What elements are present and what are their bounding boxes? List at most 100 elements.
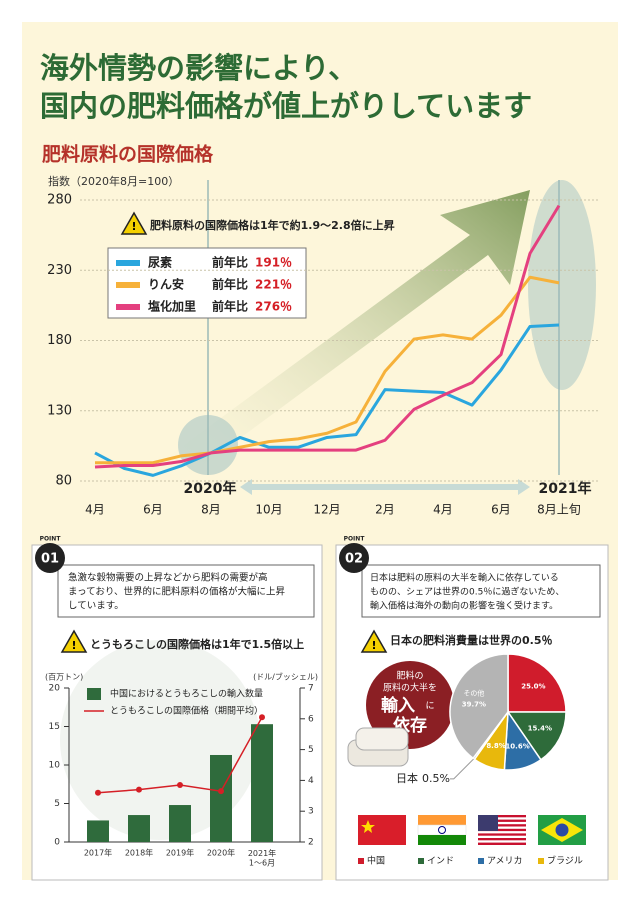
legend-label: インド	[427, 857, 454, 867]
y2-label: (ドル/ブッシェル)	[253, 672, 318, 682]
x-tick-label: 12月	[313, 503, 340, 517]
x-tick-label: 8月	[201, 503, 221, 517]
legend-change-label: 前年比	[212, 277, 248, 292]
flag-india	[438, 826, 446, 834]
x-tick-label: 2020年	[207, 848, 235, 858]
legend-label: 尿素	[148, 255, 172, 270]
x-tick-label: 2017年	[84, 848, 112, 858]
flag-brazil	[555, 823, 569, 837]
warning-icon	[360, 629, 388, 653]
legend-label: 中国におけるとうもろこしの輸入数量	[110, 688, 263, 700]
legend-swatch	[358, 858, 364, 864]
legend-change: 276％	[255, 300, 292, 314]
bar	[210, 754, 232, 842]
pie-value-label: 0.5%	[422, 772, 450, 785]
flag-star	[361, 820, 375, 833]
legend-change-label: 前年比	[212, 255, 248, 270]
legend-swatch	[478, 858, 484, 864]
badge-text: に	[425, 701, 434, 712]
point-text: まっており、世界的に肥料原料の価格が大幅に上昇	[68, 586, 285, 598]
y-tick-label: 20	[49, 684, 61, 694]
chart-title: 日本の肥料消費量は世界の0.5％	[390, 633, 553, 647]
flag-usa	[478, 815, 498, 831]
line-point	[177, 782, 183, 789]
legend-label: りん安	[148, 277, 184, 292]
line-point	[259, 714, 265, 721]
leader-line	[450, 758, 475, 780]
y-tick-label: 280	[47, 193, 72, 208]
legend-label: ブラジル	[547, 855, 583, 867]
line-point	[136, 786, 142, 793]
point-text: 輸入価格は海外の動向の影響を強く受けます。	[370, 600, 558, 612]
x-tick-label: 2019年	[166, 848, 194, 858]
bar	[169, 805, 191, 842]
line-point	[218, 788, 224, 795]
y-label: (百万トン)	[45, 673, 83, 682]
warning-icon	[120, 211, 148, 235]
legend-label: アメリカ	[487, 856, 523, 867]
badge-text: 原料の大半を	[383, 682, 437, 694]
point-text: しています。	[68, 601, 124, 612]
legend-change: 221％	[255, 278, 292, 292]
y-tick-label: 180	[47, 333, 72, 348]
warning-mark: !	[131, 220, 136, 233]
x-tick-label: 2021年 1〜6月	[248, 848, 276, 868]
point-text-box	[361, 564, 601, 618]
pie-slice	[507, 653, 567, 713]
bar	[251, 724, 273, 842]
bag-icon	[355, 727, 409, 751]
series-line	[94, 323, 560, 477]
legend-label: 塩化加里	[148, 299, 196, 314]
title-line: 国内の肥料価格が値上がりしています	[40, 89, 532, 123]
y2-tick-label: 5	[308, 745, 314, 755]
pie-value-label: 15.4%	[528, 725, 552, 733]
point-badge	[35, 543, 65, 573]
chart-title: とうもろこしの国際価格は1年で1.5倍以上	[90, 637, 304, 651]
x-tick-label: 6月	[491, 503, 511, 517]
y-tick-label: 230	[47, 263, 72, 278]
point-text: ものの、シェアは世界の0.5％に過ぎないため、	[370, 586, 564, 598]
warning-mark: !	[371, 639, 376, 652]
legend-swatch	[116, 260, 140, 266]
warning-icon	[60, 629, 88, 653]
period-label: 2020年	[184, 480, 237, 497]
point-label: POINT	[344, 536, 366, 543]
legend-swatch	[418, 858, 424, 864]
line-point	[95, 789, 101, 796]
x-tick-label: 2月	[375, 503, 395, 517]
series-line	[94, 204, 561, 469]
y-tick-label: 5	[54, 799, 60, 809]
legend-label: 中国	[367, 855, 385, 867]
point-badge	[339, 543, 369, 573]
x-tick-label: 6月	[143, 503, 163, 517]
legend-box	[107, 247, 307, 319]
legend-change-label: 前年比	[212, 299, 248, 314]
legend-label: とうもろこしの国際価格（期間平均）	[110, 705, 263, 717]
y-tick-label: 10	[49, 761, 61, 771]
badge-text: 肥料の	[396, 670, 423, 682]
title-line: 海外情勢の影響により、	[40, 51, 357, 85]
y-tick-label: 15	[49, 722, 60, 732]
y-label: 指数（2020年8月=100）	[48, 174, 179, 188]
pie-slice	[506, 711, 567, 761]
y2-tick-label: 4	[308, 776, 314, 786]
legend-swatch	[87, 688, 101, 700]
x-tick-label: 8月上旬	[537, 503, 581, 517]
y2-tick-label: 3	[308, 807, 314, 817]
x-tick-label: 4月	[433, 503, 453, 517]
pie-value-label: 39.7%	[462, 701, 486, 709]
pie-value-label: 10.6%	[505, 743, 529, 751]
pie-name: 日本	[396, 771, 418, 785]
y2-tick-label: 2	[308, 838, 314, 848]
pie-value-label: 25.0%	[521, 683, 545, 691]
flag-india	[418, 815, 466, 825]
chart-title: 肥料原料の国際価格	[42, 143, 214, 166]
point-number: 01	[41, 552, 59, 567]
legend-swatch	[116, 304, 140, 310]
point-text: 日本は肥料の原料の大半を輸入に依存している	[370, 572, 559, 584]
badge	[366, 661, 454, 749]
series-line	[95, 275, 560, 465]
pie-name: その他	[463, 689, 484, 698]
x-tick-label: 4月	[85, 503, 105, 517]
